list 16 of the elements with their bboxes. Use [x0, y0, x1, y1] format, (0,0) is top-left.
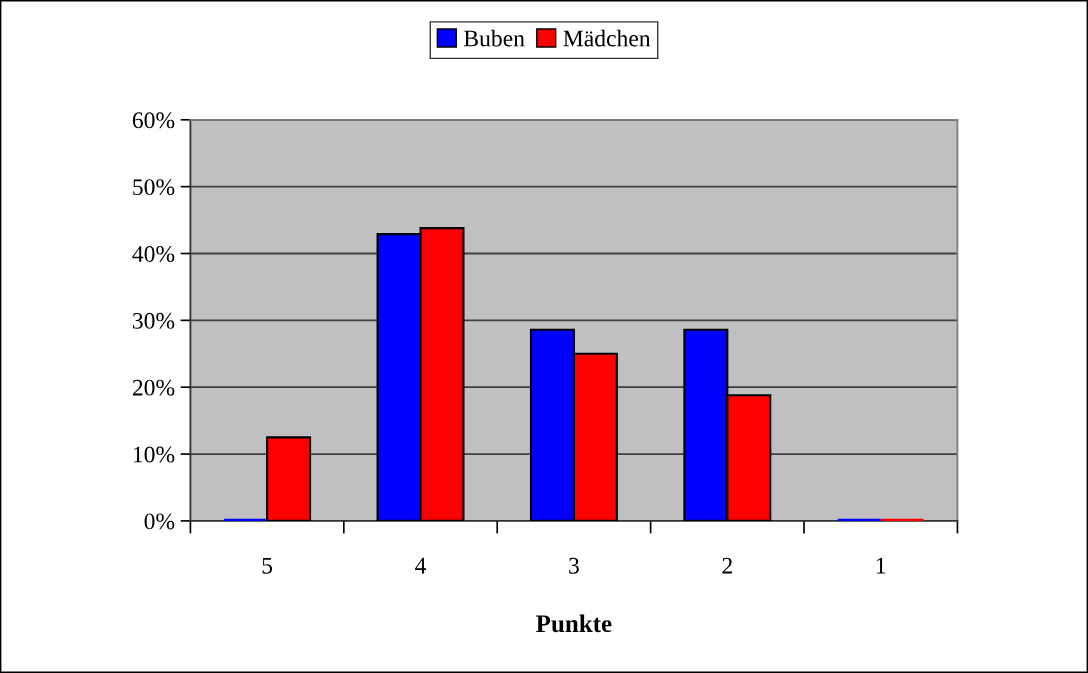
y-tick-label: 10%	[133, 446, 175, 463]
x-tick-label: 3	[569, 557, 579, 574]
legend-label: Mädchen	[563, 29, 651, 47]
x-tick-label: 4	[415, 557, 427, 574]
legend-label: Buben	[464, 29, 525, 47]
y-tick-label: 60%	[132, 112, 175, 129]
x-tick-label: 2	[722, 557, 732, 574]
x-tick-label: 1	[876, 557, 886, 574]
y-tick-label: 40%	[132, 245, 175, 262]
y-tick-label: 0%	[144, 513, 175, 530]
y-tick-label: 30%	[132, 312, 175, 329]
y-tick-label: 20%	[132, 379, 175, 396]
y-tick-label: 50%	[133, 179, 175, 196]
x-tick-label: 5	[262, 557, 273, 574]
x-axis-title: Punkte	[536, 614, 612, 633]
bar	[266, 436, 312, 521]
